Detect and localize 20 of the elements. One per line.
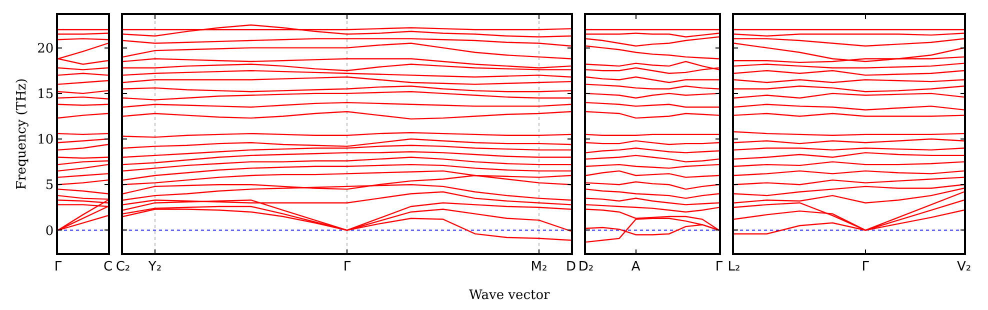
x-tick-label: Γ bbox=[54, 259, 62, 274]
y-axis-title: Frequency (THz) bbox=[14, 78, 30, 190]
x-tick-label: A bbox=[631, 259, 640, 274]
x-tick-label: Γ bbox=[862, 259, 870, 274]
x-tick-label: Γ bbox=[343, 259, 352, 274]
y-tick-label: 20 bbox=[37, 41, 54, 56]
x-tick-label: D₂ bbox=[578, 259, 594, 274]
x-tick-label: C₂ bbox=[116, 259, 130, 274]
x-tick-label: C bbox=[103, 259, 113, 274]
x-tick-label: L₂ bbox=[728, 259, 740, 274]
y-tick-label: 5 bbox=[45, 178, 54, 194]
x-tick-label: Γ bbox=[715, 259, 724, 274]
x-tick-label: V₂ bbox=[956, 259, 972, 274]
x-tick-label: Y₂ bbox=[147, 259, 162, 274]
y-tick-label: 10 bbox=[37, 132, 54, 148]
y-tick-label: 0 bbox=[45, 224, 54, 239]
y-tick-label: 15 bbox=[37, 86, 54, 102]
x-tick-label: D bbox=[566, 259, 576, 274]
x-tick-label: M₂ bbox=[530, 259, 548, 274]
x-axis-title: Wave vector bbox=[469, 288, 551, 303]
